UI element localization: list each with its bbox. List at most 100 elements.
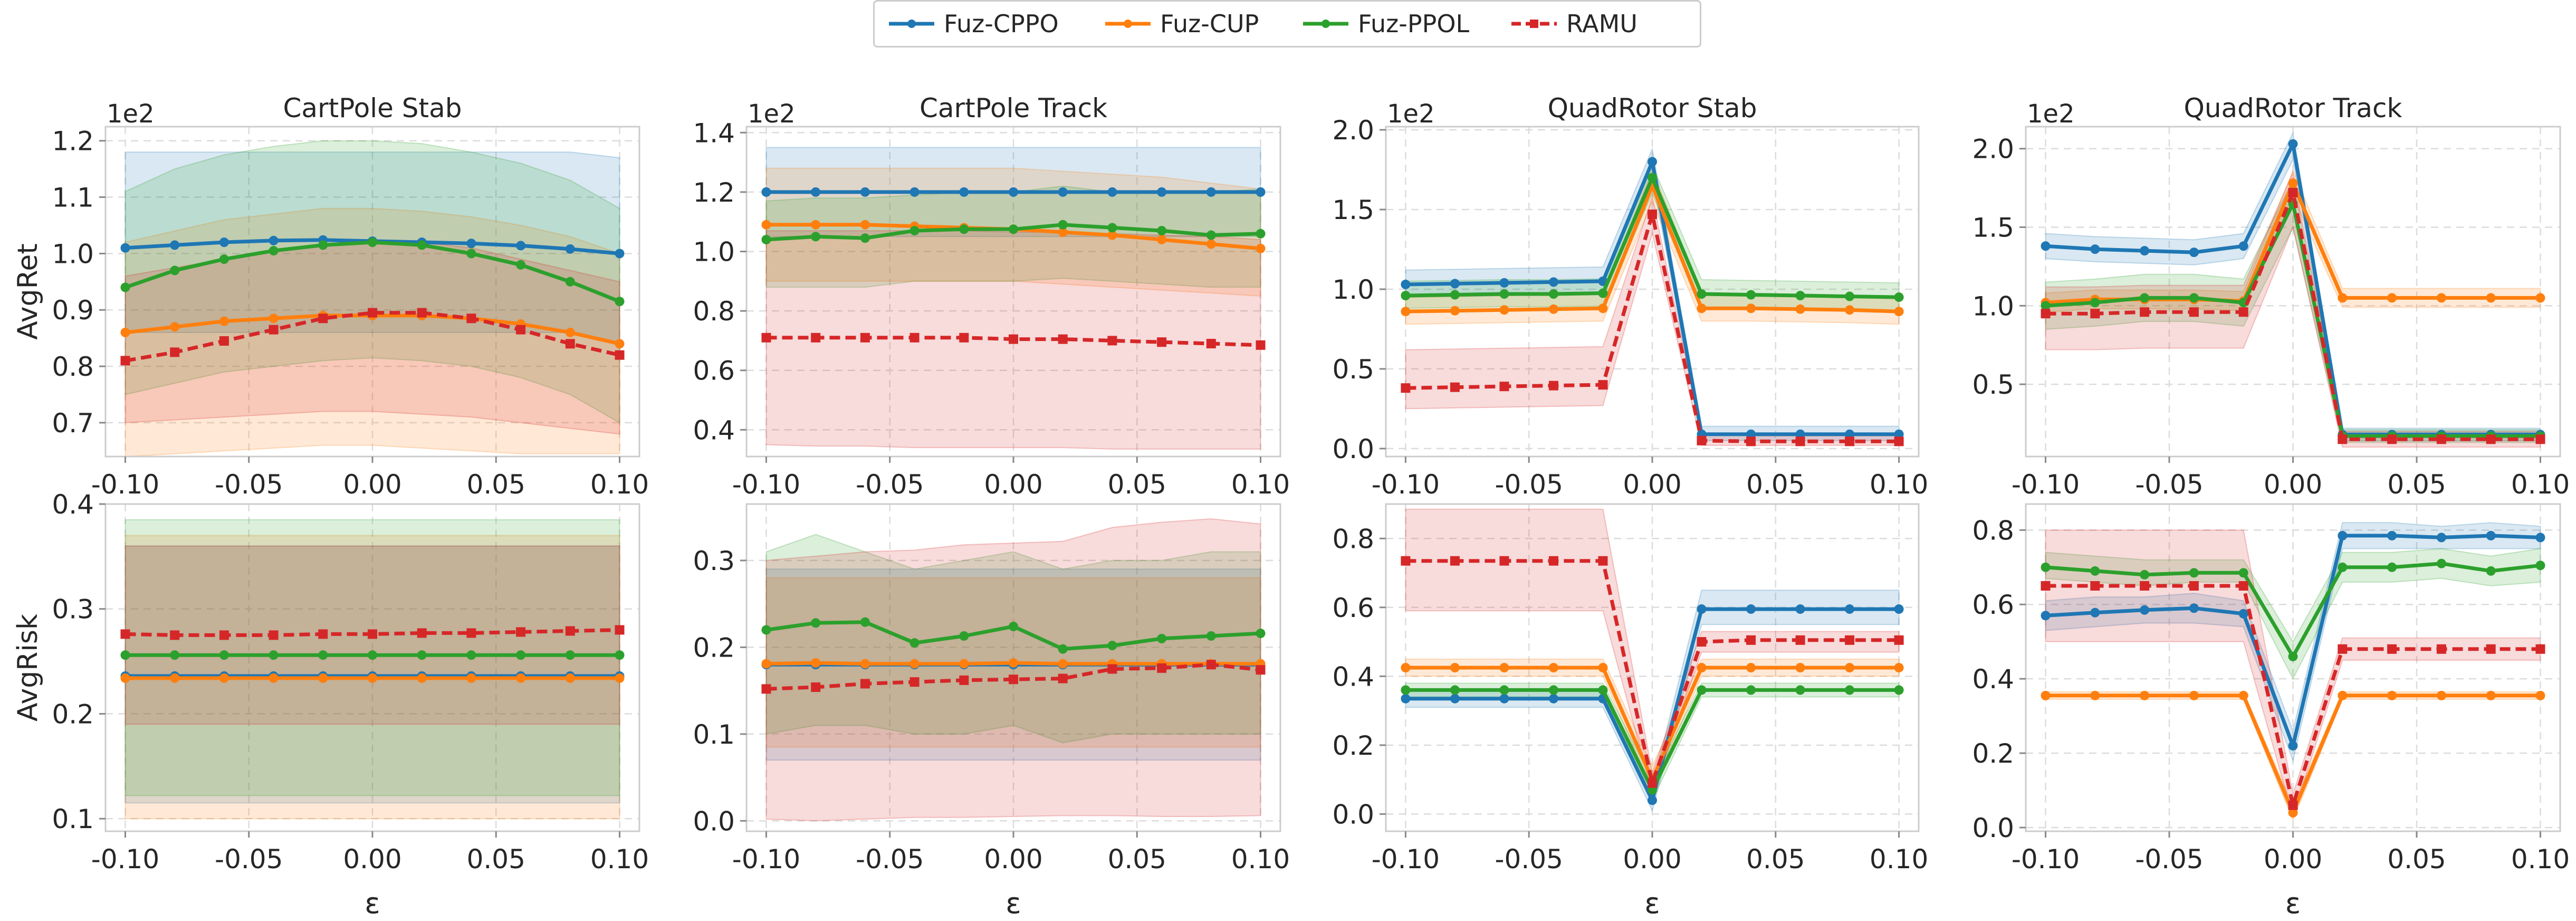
point-fuz-cppo-1 bbox=[1450, 279, 1460, 289]
y-tick-label: 0.6 bbox=[1972, 590, 2014, 620]
point-fuz-cup-5 bbox=[2288, 178, 2298, 188]
point-fuz-cup-1 bbox=[170, 673, 180, 683]
point-fuz-ppol-1 bbox=[2090, 298, 2100, 308]
point-fuz-ppol-8 bbox=[1795, 685, 1805, 695]
x-tick-label: -0.05 bbox=[2135, 844, 2203, 875]
point-fuz-ppol-6 bbox=[417, 650, 427, 660]
panel-quadrotor-track-r0c3: -0.10 -0.05 0.00 0.05 0.10 ε 0.5 1.0 1.5 2.0 1e2 Qu… bbox=[1972, 93, 2570, 920]
y-tick-label: 0.2 bbox=[693, 632, 735, 663]
point-ramu-9 bbox=[1845, 635, 1855, 645]
point-ramu-4 bbox=[2238, 581, 2248, 591]
point-fuz-cppo-4 bbox=[959, 187, 969, 197]
point-fuz-cppo-2 bbox=[219, 238, 229, 248]
point-ramu-5 bbox=[368, 629, 377, 639]
point-ramu-3 bbox=[2189, 307, 2199, 317]
point-fuz-cup-0 bbox=[1401, 663, 1411, 672]
point-fuz-cup-10 bbox=[1256, 243, 1266, 253]
point-ramu-0 bbox=[2041, 581, 2051, 591]
point-fuz-ppol-7 bbox=[466, 650, 476, 660]
point-ramu-1 bbox=[1450, 556, 1460, 566]
point-fuz-ppol-3 bbox=[2189, 568, 2199, 578]
point-fuz-cup-7 bbox=[2387, 293, 2397, 303]
point-ramu-8 bbox=[2436, 434, 2446, 444]
point-ramu-10 bbox=[1894, 436, 1904, 447]
point-fuz-cup-2 bbox=[219, 316, 229, 326]
y-axis-label: AvgRisk bbox=[12, 614, 44, 721]
point-fuz-cup-5 bbox=[2288, 808, 2298, 818]
point-fuz-ppol-6 bbox=[1697, 685, 1707, 695]
point-fuz-cppo-8 bbox=[1157, 187, 1167, 197]
y-tick-label: 0.4 bbox=[693, 415, 735, 445]
point-fuz-cppo-5 bbox=[1009, 187, 1018, 197]
x-tick-label: -0.10 bbox=[2012, 844, 2080, 875]
x-tick-label: -0.10 bbox=[732, 469, 800, 500]
x-tick-label: 0.10 bbox=[590, 469, 649, 500]
point-fuz-ppol-9 bbox=[565, 277, 575, 287]
point-fuz-ppol-8 bbox=[2436, 558, 2446, 568]
point-fuz-cup-1 bbox=[1450, 663, 1460, 672]
point-fuz-cppo-9 bbox=[565, 244, 575, 254]
panel-title: QuadRotor Stab bbox=[1548, 93, 1757, 124]
legend: Fuz-CPPO Fuz-CUP Fuz-PPOL RAMU bbox=[873, 0, 1701, 48]
point-ramu-2 bbox=[219, 630, 229, 640]
point-fuz-ppol-0 bbox=[120, 650, 130, 660]
point-ramu-2 bbox=[1499, 382, 1509, 392]
y-tick-label: 1.5 bbox=[1972, 212, 2014, 243]
x-tick-label: 0.00 bbox=[984, 844, 1042, 875]
point-ramu-0 bbox=[761, 333, 771, 343]
point-fuz-ppol-2 bbox=[219, 254, 229, 264]
band-fuz-ppol bbox=[2045, 548, 2541, 680]
x-tick-label: -0.05 bbox=[856, 844, 924, 875]
point-fuz-cup-9 bbox=[1845, 663, 1855, 672]
y-tick-label: 1.0 bbox=[52, 239, 94, 269]
point-fuz-ppol-4 bbox=[2238, 298, 2248, 308]
point-fuz-ppol-2 bbox=[860, 617, 870, 627]
legend-label-fuz-ppol: Fuz-PPOL bbox=[1358, 10, 1470, 38]
axis-multiplier: 1e2 bbox=[748, 99, 796, 129]
point-fuz-cup-3 bbox=[269, 314, 279, 324]
point-fuz-cup-3 bbox=[909, 659, 920, 669]
point-fuz-ppol-1 bbox=[1450, 290, 1460, 300]
y-tick-label: 1.2 bbox=[693, 177, 735, 208]
point-fuz-cup-8 bbox=[1795, 663, 1805, 672]
point-ramu-0 bbox=[1401, 383, 1411, 393]
x-tick-label: 0.05 bbox=[2387, 469, 2446, 500]
point-fuz-cup-2 bbox=[2140, 690, 2150, 700]
point-ramu-5 bbox=[368, 308, 377, 318]
x-tick-label: -0.10 bbox=[91, 844, 159, 875]
point-ramu-0 bbox=[120, 356, 130, 366]
point-fuz-cup-1 bbox=[811, 658, 821, 668]
point-ramu-7 bbox=[1107, 664, 1117, 674]
point-fuz-cppo-3 bbox=[2189, 248, 2199, 258]
x-tick-label: 0.05 bbox=[467, 469, 525, 500]
point-fuz-cup-8 bbox=[516, 673, 526, 683]
point-ramu-4 bbox=[1598, 556, 1608, 566]
point-fuz-cppo-2 bbox=[1499, 278, 1509, 288]
point-ramu-9 bbox=[1206, 660, 1216, 670]
point-ramu-0 bbox=[761, 684, 771, 694]
point-ramu-5 bbox=[1648, 210, 1657, 220]
point-fuz-cup-4 bbox=[1598, 663, 1608, 672]
point-ramu-1 bbox=[811, 333, 821, 343]
point-ramu-8 bbox=[516, 627, 526, 637]
point-fuz-cppo-5 bbox=[1648, 157, 1657, 167]
line-ramu bbox=[125, 311, 620, 363]
point-ramu-6 bbox=[417, 628, 427, 638]
point-fuz-cppo-10 bbox=[1256, 187, 1266, 197]
legend-swatch-ramu bbox=[1511, 20, 1557, 28]
point-ramu-7 bbox=[1746, 436, 1756, 447]
x-tick-label: 0.10 bbox=[1870, 844, 1928, 875]
point-ramu-1 bbox=[170, 630, 180, 640]
point-fuz-ppol-9 bbox=[1845, 291, 1855, 301]
x-tick-label: 0.10 bbox=[1870, 469, 1928, 500]
point-fuz-cup-0 bbox=[120, 327, 130, 337]
point-ramu-8 bbox=[2436, 644, 2446, 654]
y-tick-label: 0.2 bbox=[1332, 730, 1374, 761]
point-fuz-ppol-0 bbox=[1401, 685, 1411, 695]
point-ramu-1 bbox=[2090, 309, 2100, 319]
point-ramu-9 bbox=[2486, 434, 2496, 444]
y-tick-label: 0.7 bbox=[52, 408, 94, 439]
point-fuz-ppol-2 bbox=[219, 650, 229, 660]
point-fuz-cup-4 bbox=[318, 673, 328, 683]
point-fuz-cppo-2 bbox=[860, 187, 870, 197]
